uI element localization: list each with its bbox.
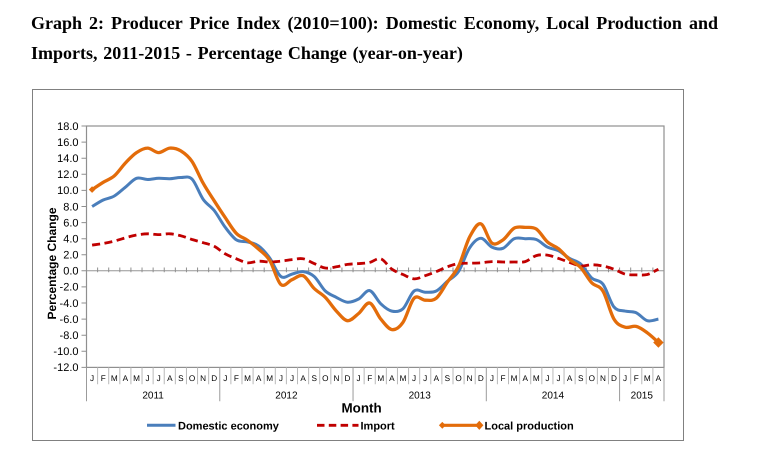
svg-text:10.0: 10.0: [57, 185, 78, 197]
svg-text:D: D: [345, 374, 351, 383]
svg-text:J: J: [146, 374, 150, 383]
svg-text:M: M: [644, 374, 651, 383]
svg-text:N: N: [333, 374, 339, 383]
svg-text:M: M: [266, 374, 273, 383]
svg-text:6.0: 6.0: [63, 217, 78, 229]
svg-text:J: J: [556, 374, 560, 383]
svg-text:N: N: [600, 374, 606, 383]
svg-text:J: J: [423, 374, 427, 383]
svg-text:J: J: [412, 374, 416, 383]
svg-text:A: A: [434, 374, 440, 383]
svg-text:12.0: 12.0: [57, 169, 78, 181]
svg-text:J: J: [223, 374, 227, 383]
svg-text:J: J: [157, 374, 161, 383]
svg-text:A: A: [167, 374, 173, 383]
svg-text:Local production: Local production: [485, 420, 575, 432]
svg-text:S: S: [445, 374, 451, 383]
svg-text:18.0: 18.0: [57, 121, 78, 133]
svg-text:M: M: [511, 374, 518, 383]
svg-text:O: O: [455, 374, 461, 383]
svg-text:F: F: [634, 374, 639, 383]
svg-text:A: A: [522, 374, 528, 383]
svg-text:F: F: [101, 374, 106, 383]
svg-text:M: M: [533, 374, 540, 383]
svg-text:F: F: [500, 374, 505, 383]
svg-text:-6.0: -6.0: [60, 314, 79, 326]
svg-text:-10.0: -10.0: [53, 346, 78, 358]
svg-text:J: J: [545, 374, 549, 383]
svg-text:2.0: 2.0: [63, 250, 78, 262]
svg-text:2012: 2012: [275, 390, 298, 401]
svg-text:F: F: [234, 374, 239, 383]
svg-text:O: O: [322, 374, 328, 383]
svg-text:Percentage Change: Percentage Change: [45, 207, 59, 319]
svg-text:-4.0: -4.0: [60, 298, 79, 310]
svg-text:J: J: [623, 374, 627, 383]
svg-text:O: O: [189, 374, 195, 383]
svg-text:16.0: 16.0: [57, 137, 78, 149]
svg-text:-2.0: -2.0: [60, 282, 79, 294]
svg-text:2015: 2015: [631, 390, 654, 401]
svg-text:J: J: [279, 374, 283, 383]
svg-text:S: S: [178, 374, 184, 383]
svg-text:J: J: [290, 374, 294, 383]
svg-text:A: A: [123, 374, 129, 383]
svg-text:M: M: [377, 374, 384, 383]
svg-text:D: D: [211, 374, 217, 383]
svg-text:-8.0: -8.0: [60, 330, 79, 342]
svg-text:O: O: [589, 374, 595, 383]
svg-text:Domestic economy: Domestic economy: [178, 420, 280, 432]
svg-text:S: S: [578, 374, 584, 383]
svg-text:A: A: [567, 374, 573, 383]
svg-text:J: J: [490, 374, 494, 383]
svg-text:2013: 2013: [409, 390, 432, 401]
svg-text:M: M: [244, 374, 251, 383]
svg-text:2014: 2014: [542, 390, 565, 401]
svg-text:D: D: [478, 374, 484, 383]
svg-text:J: J: [90, 374, 94, 383]
svg-text:0.0: 0.0: [63, 266, 78, 278]
svg-text:-12.0: -12.0: [53, 362, 78, 374]
svg-text:A: A: [256, 374, 262, 383]
svg-text:A: A: [389, 374, 395, 383]
svg-text:4.0: 4.0: [63, 234, 78, 246]
svg-text:M: M: [400, 374, 407, 383]
svg-text:M: M: [133, 374, 140, 383]
svg-text:Import: Import: [361, 420, 396, 432]
svg-text:2011: 2011: [142, 390, 164, 401]
svg-text:14.0: 14.0: [57, 153, 78, 165]
svg-text:A: A: [300, 374, 306, 383]
svg-text:Month: Month: [342, 401, 382, 416]
svg-text:8.0: 8.0: [63, 201, 78, 213]
svg-text:J: J: [357, 374, 361, 383]
svg-text:A: A: [656, 374, 662, 383]
svg-text:N: N: [467, 374, 473, 383]
svg-text:M: M: [111, 374, 118, 383]
svg-text:S: S: [311, 374, 317, 383]
svg-text:N: N: [200, 374, 206, 383]
svg-text:D: D: [611, 374, 617, 383]
svg-text:F: F: [367, 374, 372, 383]
